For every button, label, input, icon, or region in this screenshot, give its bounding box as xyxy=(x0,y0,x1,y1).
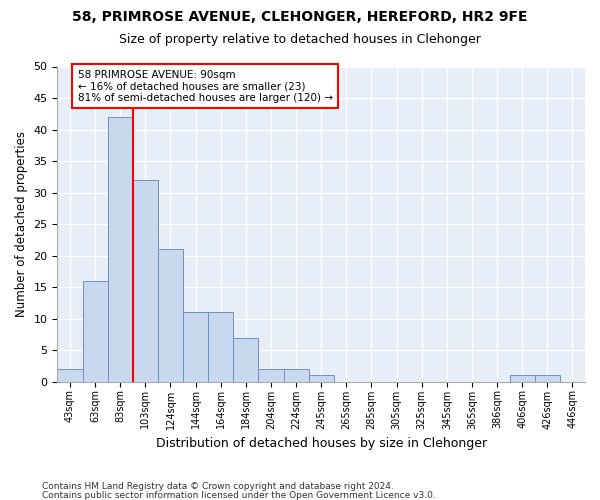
Text: 58 PRIMROSE AVENUE: 90sqm
← 16% of detached houses are smaller (23)
81% of semi-: 58 PRIMROSE AVENUE: 90sqm ← 16% of detac… xyxy=(77,70,332,103)
Bar xyxy=(58,369,83,382)
Text: Contains HM Land Registry data © Crown copyright and database right 2024.: Contains HM Land Registry data © Crown c… xyxy=(42,482,394,491)
Bar xyxy=(233,338,259,382)
Text: Size of property relative to detached houses in Clehonger: Size of property relative to detached ho… xyxy=(119,32,481,46)
Text: 58, PRIMROSE AVENUE, CLEHONGER, HEREFORD, HR2 9FE: 58, PRIMROSE AVENUE, CLEHONGER, HEREFORD… xyxy=(72,10,528,24)
Text: Contains public sector information licensed under the Open Government Licence v3: Contains public sector information licen… xyxy=(42,490,436,500)
Bar xyxy=(259,369,284,382)
Bar xyxy=(208,312,233,382)
Bar xyxy=(158,250,183,382)
Bar xyxy=(107,117,133,382)
Bar xyxy=(183,312,208,382)
Bar xyxy=(83,281,107,382)
X-axis label: Distribution of detached houses by size in Clehonger: Distribution of detached houses by size … xyxy=(155,437,487,450)
Bar xyxy=(509,376,535,382)
Bar xyxy=(284,369,308,382)
Y-axis label: Number of detached properties: Number of detached properties xyxy=(15,131,28,317)
Bar xyxy=(133,180,158,382)
Bar xyxy=(535,376,560,382)
Bar xyxy=(308,376,334,382)
